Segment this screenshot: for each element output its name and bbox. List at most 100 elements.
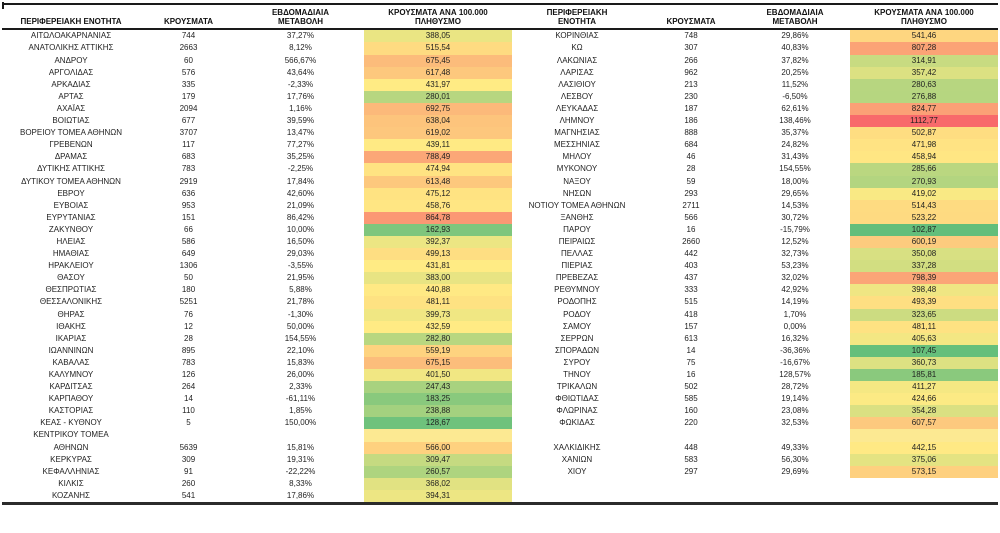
cases-cell: 14 (184, 394, 193, 404)
cases-cell: 260 (181, 478, 196, 488)
col-header-per100k-label: ΚΡΟΥΣΜΑΤΑ ΑΝΑ 100.000 ΠΛΗΘΥΣΜΟ (388, 8, 488, 27)
region-cell: ΙΩΑΝΝΙΝΩΝ (48, 345, 94, 355)
weekly-change-cell: 86,42% (286, 212, 315, 222)
weekly-change-cell: 19,14% (781, 394, 809, 404)
cases-cell: 2919 (179, 176, 198, 186)
weekly-change-cell: 29,86% (781, 31, 809, 41)
cases-cell: 186 (684, 116, 698, 126)
tables-wrap: ΠΕΡΙΦΕΡΕΙΑΚΗ ΕΝΟΤΗΤΑ ΚΡΟΥΣΜΑΤΑ ΕΒΔΟΜΑΔΙΑ… (2, 3, 998, 506)
per100k-cell: 523,22 (850, 211, 998, 224)
weekly-change-cell (740, 478, 850, 490)
weekly-change-cell: 14,53% (781, 200, 809, 210)
table-row: ΜΗΛΟΥ 46 31,43% 458,94 (512, 151, 998, 164)
per100k-cell: 398,48 (850, 284, 998, 297)
table-row: ΑΝΑΤΟΛΙΚΗΣ ΑΤΤΙΚΗΣ 2663 8,12% 515,54 (2, 42, 512, 55)
region-cell: ΑΝΑΤΟΛΙΚΗΣ ΑΤΤΙΚΗΣ (28, 43, 114, 53)
col-header-cases-label: ΚΡΟΥΣΜΑΤΑ (666, 17, 716, 27)
cases-cell: 126 (181, 370, 196, 379)
col-header-region: ΠΕΡΙΦΕΡΕΙΑΚΗ ΕΝΟΤΗΤΑ (512, 5, 642, 31)
table-row: ΝΑΞΟΥ 59 18,00% 270,93 (512, 175, 998, 188)
col-header-region-label: ΠΕΡΙΦΕΡΕΙΑΚΗ ΕΝΟΤΗΤΑ (546, 8, 608, 27)
table-row: ΕΥΡΥΤΑΝΙΑΣ 151 86,42% 864,78 (2, 211, 512, 224)
cases-cell: 151 (181, 212, 196, 222)
weekly-change-cell: -1,30% (287, 309, 314, 319)
region-cell: ΡΟΔΟΥ (563, 309, 591, 319)
cases-cell: 293 (684, 188, 698, 198)
weekly-change-cell: 35,37% (781, 128, 809, 138)
weekly-change-cell: -22,22% (285, 466, 316, 476)
weekly-change-cell: 0,00% (783, 321, 807, 331)
weekly-change-cell: 2,33% (289, 382, 312, 392)
cases-cell: 3707 (179, 128, 198, 138)
region-cell: ΚΑΣΤΟΡΙΑΣ (48, 406, 94, 416)
per100k-cell (850, 478, 998, 490)
table-row (512, 478, 998, 490)
per100k-cell: 350,08 (850, 248, 998, 261)
cases-cell: 541 (181, 490, 196, 500)
cases-cell: 677 (181, 116, 196, 126)
table-row: ΚΕΡΚΥΡΑΣ 309 19,31% 309,47 (2, 453, 512, 466)
region-cell: ΤΡΙΚΑΛΩΝ (556, 382, 598, 392)
per100k-cell: 405,63 (850, 332, 998, 345)
weekly-change-cell: 13,47% (286, 128, 315, 138)
per100k-cell: 314,91 (850, 54, 998, 67)
cases-cell: 179 (181, 91, 196, 101)
region-cell: ΣΑΜΟΥ (562, 321, 592, 331)
cases-cell: 566 (684, 212, 698, 222)
per100k-cell: 514,43 (850, 199, 998, 212)
weekly-change-cell: 16,32% (781, 333, 809, 343)
table-row: ΣΥΡΟΥ 75 -16,67% 360,73 (512, 356, 998, 369)
region-cell: ΑΡΚΑΔΙΑΣ (51, 79, 91, 89)
weekly-change-cell: 1,85% (289, 406, 312, 416)
col-header-region: ΠΕΡΙΦΕΡΕΙΑΚΗ ΕΝΟΤΗΤΑ (2, 5, 140, 31)
header-row: ΠΕΡΙΦΕΡΕΙΑΚΗ ΕΝΟΤΗΤΑ ΚΡΟΥΣΜΑΤΑ ΕΒΔΟΜΑΔΙΑ… (512, 5, 998, 31)
region-cell: ΗΜΑΘΙΑΣ (52, 249, 90, 259)
region-cell: ΜΗΛΟΥ (562, 152, 592, 162)
per100k-cell: 399,73 (364, 308, 512, 321)
region-cell: ΞΑΝΘΗΣ (560, 212, 594, 222)
table-row: ΦΘΙΩΤΙΔΑΣ 585 19,14% 424,66 (512, 393, 998, 406)
cases-cell: 783 (181, 164, 196, 174)
cases-cell: 16 (686, 370, 696, 379)
weekly-change-cell: 12,52% (781, 236, 809, 246)
table-row: ΒΟΙΩΤΙΑΣ 677 39,59% 638,04 (2, 115, 512, 128)
table-row: ΖΑΚΥΝΘΟΥ 66 10,00% 162,93 (2, 223, 512, 236)
table-row: ΑΝΔΡΟΥ 60 566,67% 675,45 (2, 54, 512, 67)
region-cell (512, 490, 642, 504)
region-cell: ΛΑΡΙΣΑΣ (560, 67, 594, 77)
weekly-change-cell: 10,00% (286, 224, 315, 234)
per100k-cell: 309,47 (364, 453, 512, 466)
weekly-change-cell: 28,72% (781, 382, 809, 392)
cases-cell: 576 (181, 67, 196, 77)
cases-cell: 180 (181, 285, 196, 295)
region-cell: ΚΕΦΑΛΛΗΝΙΑΣ (42, 466, 100, 476)
weekly-change-cell: 50,00% (286, 321, 315, 331)
cases-cell: 75 (686, 357, 696, 367)
per100k-cell: 613,48 (364, 175, 512, 188)
per100k-cell: 392,37 (364, 235, 512, 249)
table-row: ΗΡΑΚΛΕΙΟΥ 1306 -3,55% 431,81 (2, 260, 512, 273)
table-row: ΡΟΔΟΥ 418 1,70% 323,65 (512, 308, 998, 321)
weekly-change-cell: -3,55% (287, 261, 314, 271)
cases-cell: 744 (181, 31, 196, 41)
table-row: ΘΕΣΣΑΛΟΝΙΚΗΣ 5251 21,78% 481,11 (2, 296, 512, 309)
region-cell: ΣΕΡΡΩΝ (560, 333, 594, 343)
per100k-cell: 401,50 (364, 369, 512, 382)
cases-cell: 59 (686, 176, 696, 186)
per100k-cell: 675,15 (364, 356, 512, 369)
weekly-change-cell: 29,69% (781, 466, 809, 476)
table-row: ΧΙΟΥ 297 29,69% 573,15 (512, 465, 998, 478)
region-cell: ΔΥΤΙΚΟΥ ΤΟΜΕΑ ΑΘΗΝΩΝ (21, 176, 121, 186)
cases-cell: 888 (684, 128, 698, 138)
cases-cell: 684 (684, 140, 698, 150)
region-cell: ΧΑΛΚΙΔΙΚΗΣ (553, 442, 601, 452)
table-row (512, 429, 998, 442)
per100k-cell: 619,02 (364, 127, 512, 140)
per100k-cell: 354,28 (850, 405, 998, 418)
per100k-cell: 411,27 (850, 381, 998, 394)
table-row: ΧΑΝΙΩΝ 583 56,30% 375,06 (512, 453, 998, 466)
region-cell: ΧΑΝΙΩΝ (561, 454, 593, 464)
per100k-cell: 617,48 (364, 66, 512, 79)
cases-cell: 28 (686, 164, 696, 174)
cases-cell: 448 (684, 442, 698, 452)
